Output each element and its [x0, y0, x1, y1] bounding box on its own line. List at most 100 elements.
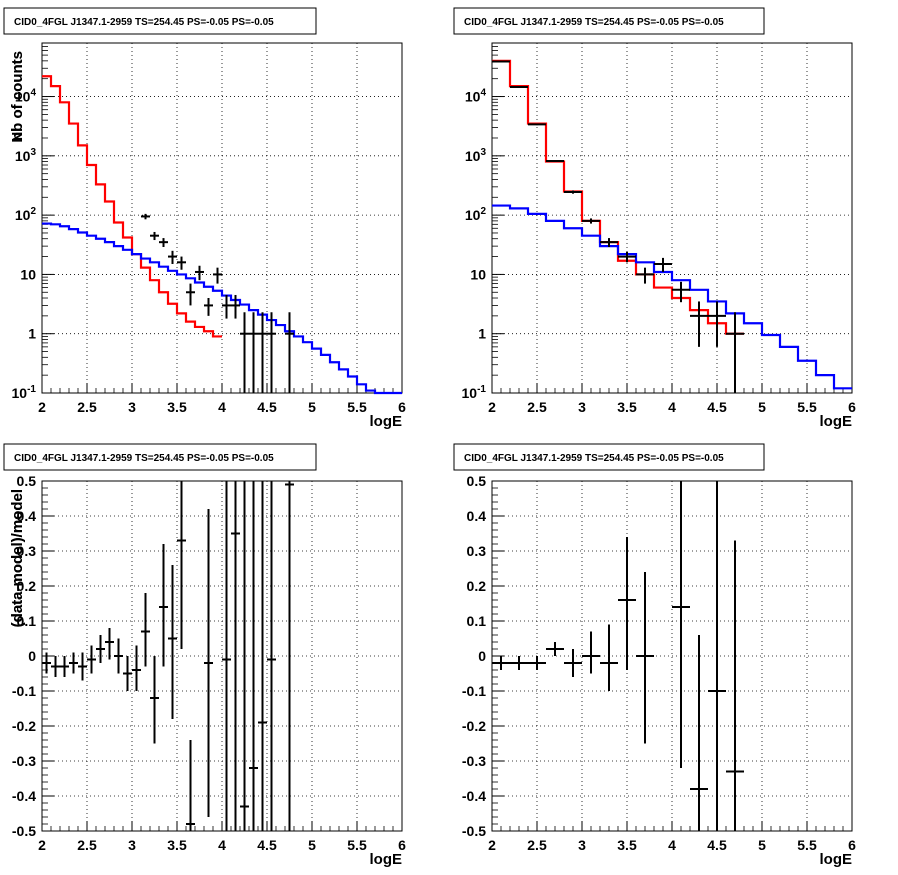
data-points: [42, 481, 294, 831]
data-point: [150, 231, 159, 241]
x-tick-label: 5: [758, 837, 766, 853]
data-point: [123, 656, 132, 691]
panel-3: 2 2.5 3 3.5 4 4.5 5 5.5 6logE-0.5-0.4-0.3-0.2-0.…: [3, 443, 406, 868]
chart-title: CID0_4FGL J1347.1-2959 TS=254.45 PS=-0.0…: [464, 17, 724, 28]
data-point: [636, 572, 654, 744]
data-point: [204, 509, 213, 817]
data-point: [213, 267, 222, 284]
x-tick-label: 5.5: [347, 837, 367, 853]
data-point: [510, 656, 528, 670]
y-tick-label: -0.2: [462, 718, 486, 734]
x-tick-label: 6: [848, 837, 856, 853]
data-point: [528, 656, 546, 670]
title-frame: [453, 443, 765, 471]
y-tick-label: -0.4: [462, 788, 486, 804]
data-point: [726, 312, 744, 393]
x-tick-label: 6: [848, 399, 856, 415]
y-tick-label: 0: [28, 648, 36, 664]
data-points: [141, 213, 294, 393]
data-point: [141, 213, 150, 220]
data-point: [177, 256, 186, 270]
y-tick-label: 1: [28, 326, 36, 342]
data-point: [186, 283, 195, 306]
y-tick-label: -0.4: [12, 788, 36, 804]
chart-title-box: CID0_4FGL J1347.1-2959 TS=254.45 PS=-0.0…: [3, 443, 317, 471]
x-tick-label: 3.5: [617, 399, 637, 415]
histogram-series-1: [42, 75, 222, 338]
y-axis-label: Nb of counts: [9, 51, 26, 143]
data-point: [204, 298, 213, 316]
data-point: [177, 481, 186, 649]
x-tick-label: 2: [38, 837, 46, 853]
data-point: [267, 312, 276, 393]
x-tick-label: 4: [218, 399, 226, 415]
data-point: [618, 537, 636, 670]
data-point: [564, 649, 582, 677]
data-point: [168, 250, 177, 264]
y-tick-label: 102: [465, 206, 487, 223]
x-tick-label: 3: [578, 399, 586, 415]
data-point: [186, 740, 195, 831]
plot-frame: [41, 42, 403, 394]
y-tick-label: 103: [15, 147, 37, 164]
data-point: [105, 628, 114, 660]
data-point: [600, 238, 618, 248]
data-point: [69, 652, 78, 674]
y-tick-label: 0.4: [467, 508, 487, 524]
x-tick-label: 6: [398, 837, 406, 853]
x-tick-label: 2.5: [77, 399, 97, 415]
chart-title: CID0_4FGL J1347.1-2959 TS=254.45 PS=-0.0…: [14, 453, 274, 464]
y-tick-label: 0.4: [17, 508, 37, 524]
data-point: [708, 301, 726, 347]
data-point: [285, 312, 294, 393]
plot-frame: [491, 42, 853, 394]
data-point: [258, 481, 267, 831]
y-tick-label: -0.5: [462, 823, 486, 839]
data-point: [267, 481, 276, 831]
y-tick-label: 0.2: [17, 578, 37, 594]
data-point: [672, 281, 690, 303]
x-tick-label: 2: [38, 399, 46, 415]
x-tick-label: 3: [578, 837, 586, 853]
y-axis-label: (data-model)/model: [9, 489, 26, 627]
y-tick-label: -0.3: [12, 753, 36, 769]
data-point: [672, 481, 690, 768]
y-tick-label: 103: [465, 147, 487, 164]
data-point: [168, 565, 177, 719]
data-point: [222, 481, 231, 831]
data-point: [708, 481, 726, 831]
chart-title: CID0_4FGL J1347.1-2959 TS=254.45 PS=-0.0…: [464, 453, 724, 464]
data-point: [240, 312, 249, 393]
data-point: [231, 294, 240, 319]
data-point: [42, 652, 51, 674]
y-tick-label: -0.1: [462, 683, 486, 699]
data-point: [159, 238, 168, 248]
x-tick-label: 2.5: [527, 837, 547, 853]
histogram-series-2: [42, 222, 402, 395]
data-point: [546, 159, 564, 162]
y-tick-label: 0.3: [17, 543, 37, 559]
x-axis-label: logE: [370, 413, 403, 430]
data-point: [87, 645, 96, 674]
x-tick-label: 5.5: [797, 837, 817, 853]
y-axis-label: (data-model)/model: [9, 489, 26, 627]
x-tick-label: 5: [308, 837, 316, 853]
x-tick-label: 3.5: [167, 399, 187, 415]
data-point: [96, 635, 105, 663]
data-point: [690, 635, 708, 831]
x-tick-label: 2.5: [77, 837, 97, 853]
x-tick-label: 4: [668, 399, 676, 415]
data-point: [582, 218, 600, 224]
y-tick-label: 104: [465, 88, 487, 105]
y-tick-label: 10: [470, 266, 486, 282]
data-point: [726, 540, 744, 831]
x-tick-label: 4.5: [707, 399, 727, 415]
data-points: [492, 60, 744, 393]
y-tick-label: -0.5: [12, 823, 36, 839]
